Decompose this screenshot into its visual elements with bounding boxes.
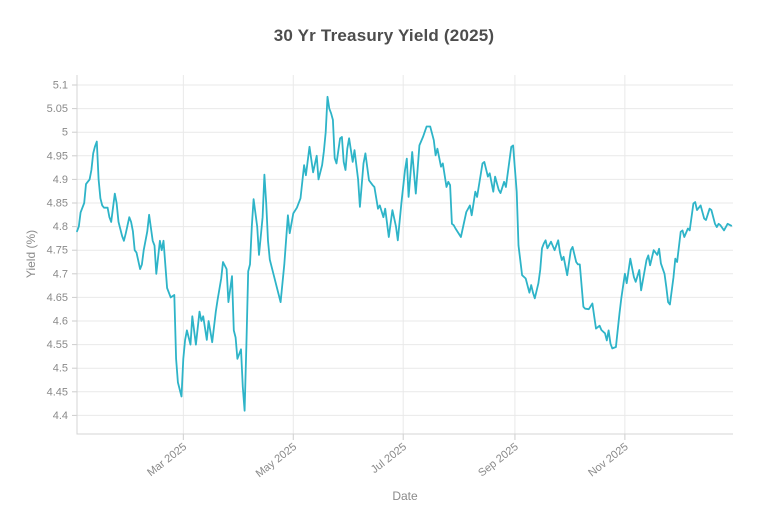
y-tick-label: 5 — [62, 127, 68, 139]
y-tick-label: 4.6 — [53, 316, 68, 328]
y-tick-label: 4.55 — [47, 339, 68, 351]
x-tick-label: Nov 2025 — [586, 441, 630, 479]
y-tick-label: 4.4 — [53, 410, 68, 422]
axis-lines — [76, 75, 733, 435]
x-tick-label: Sep 2025 — [476, 441, 521, 479]
y-tick-label: 4.85 — [47, 198, 68, 210]
y-tick-label: 4.5 — [53, 363, 68, 375]
yield-line-series[interactable] — [76, 95, 733, 412]
chart-title: 30 Yr Treasury Yield (2025) — [273, 26, 495, 45]
y-tick-label: 4.45 — [47, 386, 68, 398]
y-tick-label: 5.05 — [47, 103, 68, 115]
y-tick-label: 4.8 — [53, 221, 68, 233]
y-tick-label: 5.1 — [53, 80, 68, 92]
y-tick-label: 4.65 — [47, 292, 68, 304]
y-tick-label: 4.95 — [47, 150, 68, 162]
y-tick-label: 4.7 — [53, 268, 68, 280]
x-tick-label: Mar 2025 — [145, 441, 189, 479]
x-axis-title: Date — [392, 489, 418, 503]
x-tick-label: Jul 2025 — [369, 441, 409, 476]
y-tick-label: 4.75 — [47, 245, 68, 257]
x-tick-label: May 2025 — [254, 441, 299, 480]
y-tick-label: 4.9 — [53, 174, 68, 186]
y-axis-title: Yield (%) — [24, 229, 38, 279]
